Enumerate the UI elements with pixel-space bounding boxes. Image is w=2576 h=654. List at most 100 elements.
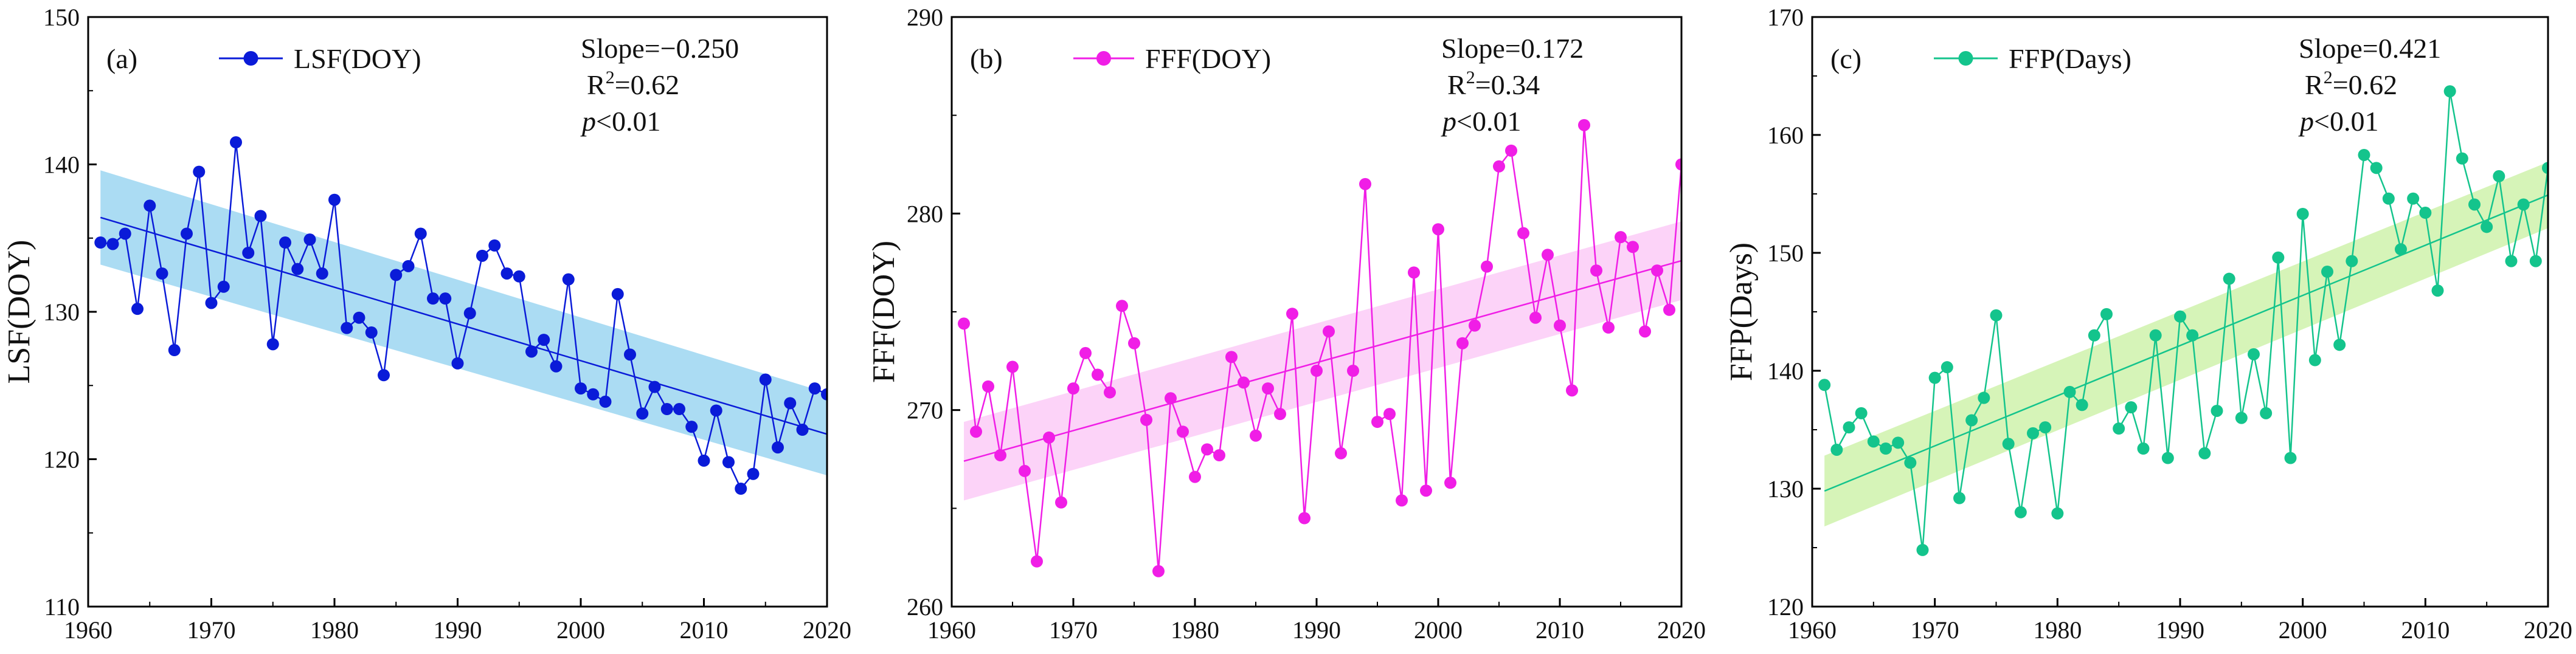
panel-label: (a) — [106, 43, 137, 74]
data-point — [747, 467, 760, 480]
data-point — [1019, 464, 1031, 477]
data-point — [2419, 207, 2432, 219]
data-point — [2174, 310, 2186, 323]
data-point — [1298, 512, 1311, 525]
plot-area-b — [958, 119, 1681, 577]
data-points — [958, 119, 1681, 577]
data-point — [2346, 255, 2358, 267]
data-point — [1505, 144, 1517, 157]
data-point — [1554, 319, 1566, 332]
data-point — [427, 292, 439, 305]
data-point — [2296, 207, 2309, 220]
x-tick-label: 1990 — [2156, 616, 2204, 644]
x-tick-label: 1990 — [1292, 616, 1341, 644]
data-point — [217, 280, 230, 293]
x-axis-ticks: 1960 1970 1980 1990 2000 2010 2020 — [927, 598, 1706, 644]
data-point — [439, 292, 452, 305]
data-point — [1602, 321, 1615, 334]
y-tick-label: 160 — [1767, 122, 1804, 149]
data-point — [181, 227, 193, 240]
data-point — [1225, 351, 1238, 363]
data-point — [390, 269, 403, 281]
data-point — [1529, 311, 1542, 324]
x-tick-label: 1960 — [1788, 616, 1837, 644]
data-point — [353, 311, 365, 324]
data-point — [1830, 443, 1843, 456]
stats-annotation: Slope=0.421 R2=0.62 p<0.01 — [2298, 33, 2441, 137]
data-point — [1262, 382, 1274, 395]
data-point — [1311, 365, 1323, 377]
data-point — [488, 239, 501, 252]
data-point — [2382, 192, 2395, 205]
data-point — [2113, 422, 2125, 435]
y-tick-label: 140 — [1767, 357, 1804, 385]
data-point — [254, 210, 267, 222]
data-point — [1990, 309, 2003, 322]
data-point — [1590, 264, 1602, 277]
data-point — [1818, 379, 1831, 391]
slope-text: Slope=0.421 — [2299, 33, 2441, 64]
data-point — [2076, 399, 2088, 411]
data-point — [970, 425, 982, 438]
data-point — [2481, 221, 2493, 233]
x-tick-label: 1990 — [434, 616, 482, 644]
legend: FFF(DOY) — [1073, 43, 1271, 74]
data-point — [2443, 85, 2456, 98]
x-tick-label: 1980 — [310, 616, 359, 644]
data-point — [2063, 385, 2076, 398]
plot-area-c — [1818, 85, 2548, 556]
r-squared-text: R2=0.62 — [587, 67, 679, 100]
data-point — [463, 307, 476, 320]
data-point — [2051, 507, 2064, 520]
panel-a: 1960 1970 1980 1990 2000 2010 2020 110 120 130 14… — [2, 4, 851, 644]
data-point — [476, 249, 488, 262]
data-point — [1517, 227, 1529, 239]
data-point — [365, 326, 378, 339]
data-point — [303, 233, 316, 246]
data-point — [808, 382, 821, 395]
data-point — [735, 483, 747, 495]
p-symbol: p — [1441, 106, 1456, 137]
x-tick-label: 1960 — [64, 616, 113, 644]
r-squared-symbol: R — [2305, 69, 2324, 100]
data-point — [2358, 148, 2370, 161]
data-point — [2260, 407, 2273, 419]
data-point — [1396, 494, 1408, 507]
data-point — [106, 238, 119, 250]
data-point — [599, 395, 612, 408]
data-point — [1286, 308, 1298, 320]
data-point — [1140, 413, 1152, 426]
fit-line — [963, 260, 1681, 462]
data-point — [1867, 435, 1880, 448]
data-point — [562, 273, 575, 286]
data-point — [759, 373, 772, 386]
confidence-band — [100, 170, 827, 476]
data-point — [328, 193, 341, 206]
y-tick-label: 120 — [1767, 593, 1804, 621]
slope-text: Slope=−0.250 — [581, 33, 739, 64]
y-tick-label: 140 — [43, 151, 80, 179]
data-point — [2161, 452, 2174, 464]
data-point — [1250, 429, 1262, 442]
data-point — [2100, 308, 2113, 320]
data-point — [279, 236, 291, 249]
data-point — [550, 360, 563, 373]
data-point — [2137, 442, 2150, 455]
p-value-text: p<0.01 — [580, 106, 660, 137]
data-point — [1469, 319, 1481, 332]
data-point — [1043, 431, 1055, 444]
data-point — [291, 263, 304, 275]
data-point — [1177, 425, 1189, 438]
data-point — [2149, 329, 2162, 342]
data-point — [2027, 427, 2039, 439]
data-point — [1627, 241, 1639, 253]
y-tick-label: 120 — [43, 446, 80, 473]
data-point — [1347, 365, 1359, 377]
data-point — [2308, 354, 2321, 367]
data-point — [144, 199, 156, 212]
x-tick-label: 1970 — [1911, 616, 1959, 644]
data-point — [2248, 348, 2260, 360]
data-point — [205, 297, 218, 309]
data-point — [1067, 382, 1079, 395]
p-value-text: p<0.01 — [1441, 106, 1521, 137]
